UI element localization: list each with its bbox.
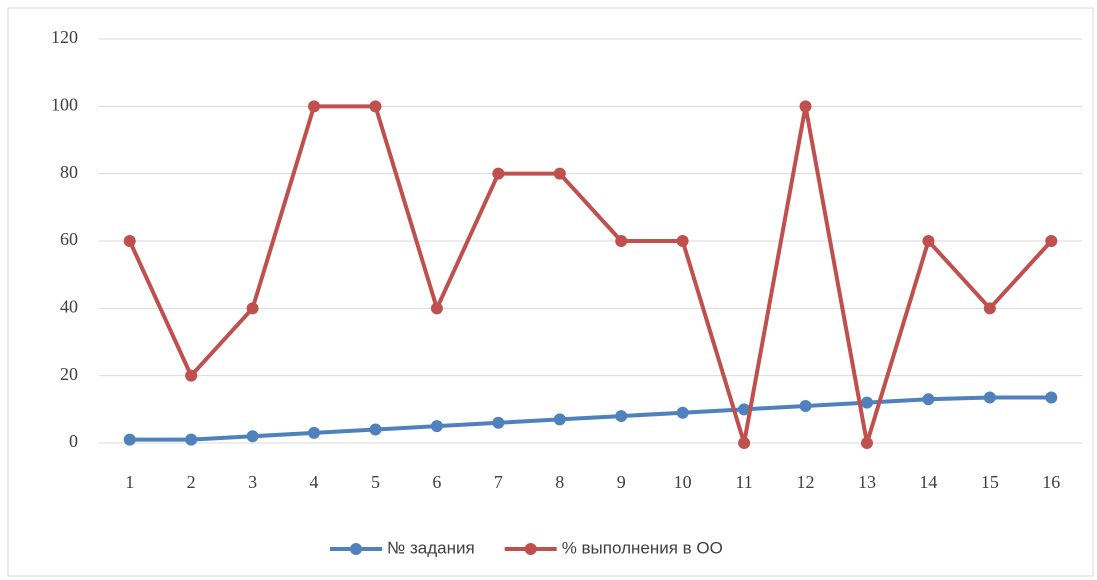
marker [860,396,873,409]
y-tick-label: 100 [51,94,78,114]
marker [1045,391,1058,404]
marker [308,100,321,113]
marker [246,302,259,315]
marker [185,433,198,446]
x-tick-label: 13 [858,472,876,492]
marker [983,391,996,404]
marker [615,410,628,423]
marker [123,433,136,446]
marker [738,403,751,416]
x-tick-label: 4 [310,472,319,492]
marker [308,426,321,439]
marker [922,235,935,247]
marker [799,100,812,113]
marker [676,235,689,247]
x-tick-label: 16 [1042,472,1060,492]
legend-marker [350,543,362,555]
marker [430,302,443,315]
x-tick-label: 7 [494,472,503,492]
legend-label: % выполнения в ОО [562,538,723,557]
marker [553,413,566,426]
marker [615,235,628,247]
marker [860,437,873,449]
series-line [129,395,1052,442]
marker [922,393,935,406]
marker [983,302,996,315]
marker [369,100,382,113]
marker [123,235,136,247]
marker [246,430,259,443]
y-tick-label: 80 [60,162,78,182]
x-tick-label: 10 [674,472,692,492]
marker [369,423,382,436]
x-tick-label: 8 [555,472,564,492]
x-tick-label: 6 [432,472,441,492]
marker [1045,235,1058,247]
x-tick-label: 11 [735,472,752,492]
y-tick-label: 0 [69,431,78,451]
marker [185,369,198,382]
y-tick-label: 120 [51,27,78,47]
series-line [127,104,1053,445]
marker [676,406,689,419]
marker [430,420,443,433]
x-tick-label: 5 [371,472,380,492]
marker [738,437,751,449]
marker [492,167,505,180]
x-tick-label: 12 [797,472,815,492]
y-tick-label: 20 [60,364,78,384]
x-tick-label: 1 [125,472,134,492]
legend-marker [524,543,537,555]
x-tick-label: 9 [617,472,626,492]
legend-label: № задания [387,538,475,557]
marker [553,167,566,180]
marker [492,416,505,429]
x-tick-label: 14 [919,472,937,492]
marker [799,399,812,412]
x-tick-label: 2 [187,472,196,492]
y-tick-label: 40 [60,296,78,316]
x-tick-label: 15 [981,472,999,492]
x-tick-label: 3 [248,472,257,492]
y-tick-label: 60 [60,229,78,249]
